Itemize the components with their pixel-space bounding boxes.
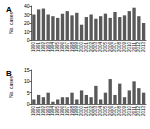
svg-text:1994: 1994 [50,42,56,52]
svg-text:40: 40 [24,3,30,9]
svg-text:1992: 1992 [40,106,46,116]
svg-text:10: 10 [24,29,30,35]
svg-text:1999: 1999 [74,42,80,52]
svg-text:2012: 2012 [136,42,142,52]
svg-text:2009: 2009 [122,42,127,52]
svg-text:2013: 2013 [141,42,146,53]
svg-text:2002: 2002 [88,106,94,116]
svg-text:2006: 2006 [107,42,113,52]
svg-text:20: 20 [24,20,30,26]
svg-text:1997: 1997 [64,42,70,52]
svg-text:2001: 2001 [83,106,89,116]
svg-text:2007: 2007 [112,42,118,52]
svg-text:1993: 1993 [45,106,51,116]
svg-text:2010: 2010 [126,106,132,116]
svg-text:15: 15 [24,67,30,73]
svg-text:2013: 2013 [141,106,146,117]
svg-text:1998: 1998 [69,106,75,116]
svg-text:2004: 2004 [98,106,104,116]
svg-text:1991: 1991 [36,106,42,116]
svg-text:2000: 2000 [79,106,85,116]
svg-text:B: B [6,69,12,78]
svg-text:1994: 1994 [50,106,56,116]
svg-text:2005: 2005 [102,106,108,116]
svg-text:5: 5 [27,90,30,96]
svg-text:0: 0 [27,101,30,107]
svg-text:30: 30 [24,12,30,18]
svg-text:No. cases: No. cases [8,11,14,34]
svg-text:2008: 2008 [117,106,123,116]
svg-text:1995: 1995 [55,106,61,116]
svg-text:1992: 1992 [40,42,46,52]
svg-text:2004: 2004 [98,42,104,52]
svg-text:2006: 2006 [107,106,113,116]
svg-text:1990: 1990 [31,42,37,52]
svg-text:A: A [6,5,12,14]
svg-text:1995: 1995 [55,42,61,52]
svg-text:2003: 2003 [93,42,99,52]
svg-text:2003: 2003 [93,106,99,116]
svg-text:1997: 1997 [64,106,70,116]
svg-text:2012: 2012 [136,106,142,116]
svg-text:2000: 2000 [79,42,85,52]
svg-text:1996: 1996 [60,106,65,116]
svg-text:1999: 1999 [74,106,80,116]
svg-text:2011: 2011 [131,42,137,52]
svg-text:2008: 2008 [117,42,123,52]
svg-text:No. cases: No. cases [8,75,14,98]
svg-text:2010: 2010 [126,42,132,52]
svg-text:1990: 1990 [31,106,37,116]
svg-text:1996: 1996 [60,42,65,52]
svg-text:2005: 2005 [102,42,108,52]
svg-text:2002: 2002 [88,42,94,52]
svg-text:2007: 2007 [112,106,118,116]
svg-text:0: 0 [27,37,30,43]
svg-text:1998: 1998 [69,42,75,52]
svg-text:10: 10 [24,78,30,84]
svg-text:1991: 1991 [36,42,42,52]
svg-text:2001: 2001 [83,42,89,52]
svg-text:2009: 2009 [122,106,127,116]
svg-text:1993: 1993 [45,42,51,52]
svg-text:2011: 2011 [131,106,137,116]
